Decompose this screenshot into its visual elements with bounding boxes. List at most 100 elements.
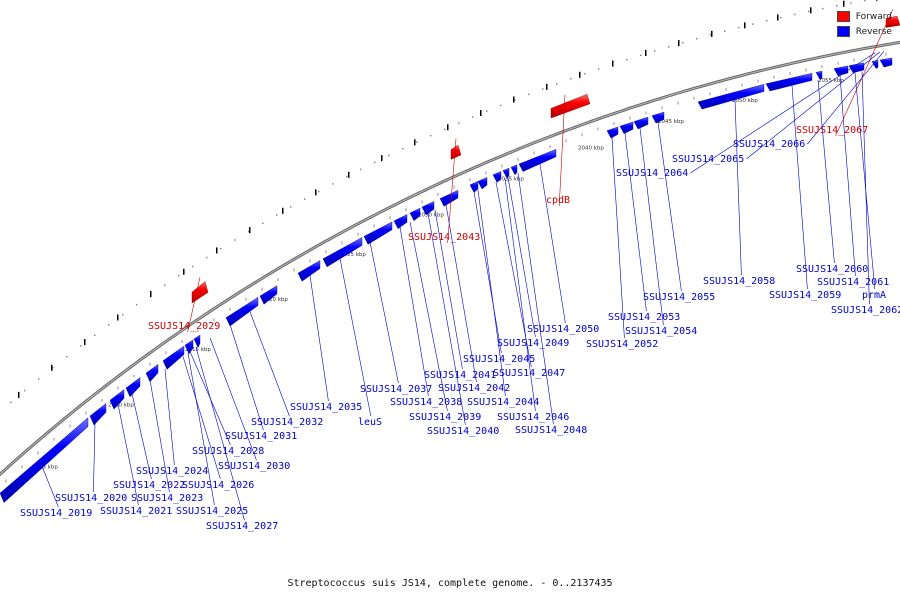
- map-caption: Streptococcus suis JS14, complete genome…: [287, 578, 613, 589]
- reverse-gene: [322, 237, 363, 268]
- guide-dot: [444, 128, 446, 131]
- reverse-gene-label: SSUJS14_2065: [672, 154, 744, 165]
- guide-dot: [136, 303, 138, 306]
- reverse-gene: [145, 363, 159, 383]
- guide-bar: [348, 171, 350, 178]
- reverse-gene-label: SSUJS14_2054: [625, 326, 697, 337]
- guide-dot: [584, 73, 586, 75]
- reverse-gene-label: SSUJS14_2035: [290, 402, 362, 413]
- reverse-gene-label: SSUJS14_2053: [608, 312, 680, 323]
- guide-dot: [108, 324, 110, 326]
- reverse-gene: [833, 65, 849, 77]
- reverse-gene-label: SSUJS14_2026: [182, 480, 254, 491]
- reverse-gene: [409, 207, 421, 222]
- guide-dot: [10, 401, 12, 404]
- guide-dot: [24, 389, 26, 392]
- reverse-leader: [117, 404, 139, 506]
- guide-dot: [556, 83, 558, 85]
- guide-bar: [150, 291, 152, 298]
- guide-dot: [668, 46, 670, 48]
- guide-dot: [234, 239, 236, 241]
- guide-dot: [388, 154, 390, 157]
- legend: Forward Reverse: [836, 9, 892, 39]
- reverse-leader: [209, 337, 257, 461]
- reverse-gene-label: SSUJS14_2059: [769, 290, 841, 301]
- forward-gene-label: SSUJS14_2029: [148, 321, 220, 332]
- guide-dot: [178, 275, 180, 277]
- reverse-leader: [473, 191, 502, 354]
- guide-dot: [626, 58, 628, 61]
- reverse-gene-label: SSUJS14_2045: [463, 354, 535, 365]
- guide-dot: [500, 104, 502, 107]
- guide-dot: [514, 99, 516, 101]
- guide-bar: [777, 14, 779, 21]
- guide-dot: [738, 26, 740, 29]
- scale-tick-label: 2030 kbp: [418, 212, 444, 218]
- reverse-leader: [861, 71, 870, 305]
- guide-bar: [414, 139, 416, 146]
- scale-tick-label: 2045 kbp: [658, 119, 684, 125]
- reverse-leader: [624, 132, 647, 312]
- reverse-gene-label: SSUJS14_2024: [136, 466, 208, 477]
- forward-leader: [558, 94, 566, 207]
- guide-dot: [164, 284, 166, 286]
- guide-dot: [220, 247, 222, 250]
- reverse-gene: [477, 177, 488, 190]
- guide-dot: [542, 88, 544, 90]
- guide-dot: [276, 214, 278, 216]
- scale-tick-label: 2035 kbp: [498, 177, 524, 183]
- legend-forward: Forward: [836, 9, 892, 24]
- guide-dot: [780, 16, 782, 19]
- reverse-leader: [182, 356, 221, 480]
- reverse-gene: [89, 402, 107, 426]
- reverse-leader: [817, 80, 835, 264]
- guide-dot: [682, 41, 684, 44]
- guide-bar: [876, 0, 878, 1]
- reverse-gene-label: SSUJS14_2060: [796, 264, 868, 275]
- forward-gene: [191, 281, 209, 304]
- guide-dot: [766, 20, 768, 22]
- scale-tick-label: 2015 kbp: [185, 347, 211, 353]
- guide-dot: [836, 5, 838, 7]
- reverse-gene-label: SSUJS14_2049: [497, 338, 569, 349]
- forward-gene-label: SSUJS14_2067: [796, 125, 868, 136]
- guide-bar: [315, 189, 317, 196]
- guide-bar: [84, 339, 86, 346]
- reverse-gene: [225, 296, 259, 327]
- guide-dot: [332, 183, 334, 185]
- forward-gene: [450, 144, 462, 160]
- guide-dot: [654, 50, 656, 52]
- scale-tick-label: 2025 kbp: [340, 252, 366, 258]
- guide-dot: [430, 134, 432, 137]
- reverse-gene: [0, 417, 89, 503]
- reverse-gene-label: SSUJS14_2058: [703, 276, 775, 287]
- reverse-gene-label: SSUJS14_2064: [616, 168, 688, 179]
- scale-tick-label: 2005 kbp: [32, 464, 58, 470]
- reverse-leader: [477, 190, 506, 397]
- guide-bar: [744, 22, 746, 29]
- reverse-leader: [149, 380, 170, 493]
- reverse-gene: [619, 121, 634, 134]
- reverse-gene-label: SSUJS14_2044: [467, 397, 539, 408]
- reverse-leader: [164, 369, 175, 466]
- guide-bar: [480, 110, 482, 117]
- reverse-gene-label: leuS: [358, 417, 382, 428]
- reverse-gene: [421, 201, 435, 216]
- guide-dot: [528, 93, 530, 96]
- legend-forward-label: Forward: [855, 11, 892, 22]
- guide-dot: [318, 190, 320, 193]
- reverse-gene-label: SSUJS14_2042: [438, 383, 510, 394]
- reverse-leader: [791, 85, 808, 290]
- reverse-gene-label: SSUJS14_2032: [251, 417, 323, 428]
- reverse-gene-label: SSUJS14_2037: [360, 384, 432, 395]
- guide-dot: [850, 2, 852, 4]
- guide-bar: [810, 7, 812, 14]
- forward-gene-label: cpdB: [546, 195, 570, 206]
- reverse-gene-label: SSUJS14_2047: [493, 368, 565, 379]
- guide-dot: [38, 378, 40, 380]
- reverse-gene-label: SSUJS14_2030: [218, 461, 290, 472]
- reverse-gene: [469, 181, 479, 193]
- guide-bar: [678, 40, 680, 47]
- reverse-gene: [815, 70, 823, 80]
